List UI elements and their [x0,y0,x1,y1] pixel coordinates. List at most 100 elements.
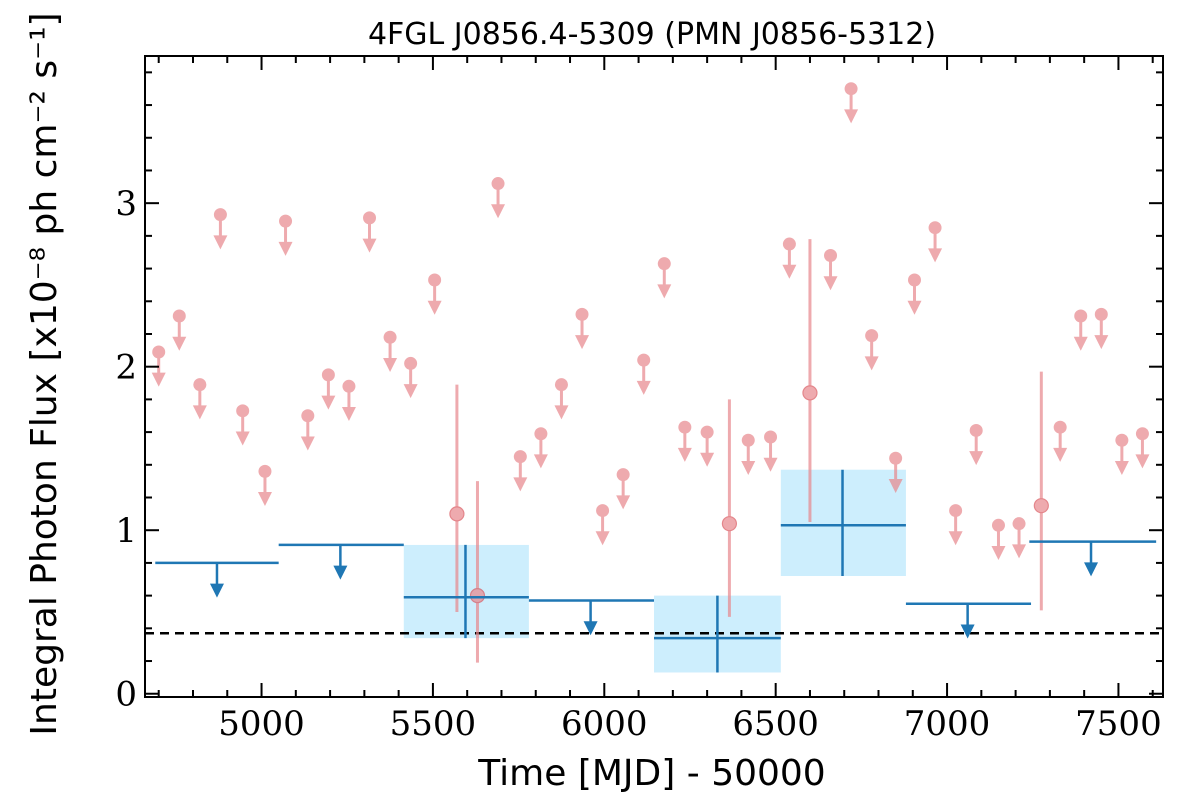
short-bin-point [554,378,568,392]
short-bin-point [1053,420,1067,434]
y-tick-label: 2 [115,348,137,388]
short-bin-point [741,433,755,447]
upper-limit-arrowhead [844,109,859,124]
upper-limit-arrowhead [513,477,528,492]
short-bin-point [782,237,796,251]
short-bin-detection [721,399,738,617]
upper-limit-arrowhead [257,492,272,507]
detection-point [721,516,738,532]
x-tick-label: 5000 [218,704,305,744]
upper-limit-arrowhead [595,531,610,546]
short-bin-upper-limit [575,307,590,350]
short-bin-upper-limit [864,329,879,371]
x-tick-label: 6000 [561,704,648,744]
upper-limit-arrowhead [657,284,672,299]
x-tick-label: 7000 [904,704,991,744]
short-bin-point [991,518,1005,532]
short-bin-point [657,257,671,271]
short-bin-point [1094,307,1108,321]
short-bin-point [236,404,250,418]
long-bin-arrowhead [960,624,975,639]
short-bin-upper-limit [278,214,293,256]
short-bin-upper-limit [844,82,859,124]
upper-limit-arrowhead [907,300,922,315]
short-bin-point [321,368,335,382]
short-bin-upper-limit [636,353,651,395]
short-bin-upper-limit [1012,517,1027,559]
short-bin-point [1012,517,1026,531]
short-bin-point [152,345,166,359]
short-bin-point [865,329,879,343]
upper-limit-arrowhead [235,431,250,446]
upper-limit-arrowhead [1135,454,1150,469]
x-axis-label: Time [MJD] - 50000 [477,753,825,794]
upper-limit-arrowhead [151,372,166,387]
long-bin-arrowhead [333,565,348,580]
upper-limit-arrowhead [575,335,590,350]
detection-point [449,506,465,522]
short-bin-upper-limit [1094,307,1109,350]
upper-limit-arrowhead [741,460,756,475]
upper-limit-arrowhead [928,248,943,263]
short-bin-upper-limit [383,330,398,372]
short-bin-upper-limit [595,504,610,546]
upper-limit-arrowhead [888,478,903,493]
upper-limit-arrowhead [864,356,879,371]
long-bin-detection [780,469,906,576]
short-bin-upper-limit [172,309,187,351]
short-bin-upper-limit [257,464,272,507]
upper-limit-arrowhead [321,395,336,410]
x-tick-label: 7500 [1075,704,1162,744]
short-bin-point [889,451,903,465]
short-bin-upper-limit [657,257,672,299]
short-bin-upper-limit [888,451,903,493]
short-bin-detection [802,239,818,523]
short-bin-point [764,430,778,444]
short-bin-point [383,330,397,344]
upper-limit-arrowhead [491,204,506,219]
y-tick-label: 0 [115,675,137,715]
long-bin-upper-limit [528,599,654,636]
short-bin-upper-limit [513,450,528,492]
long-bin-upper-limit [155,561,279,598]
short-bin-upper-limit [300,409,315,451]
short-bin-point [637,353,651,367]
short-bin-upper-limit [782,237,797,279]
short-bin-point [844,82,858,96]
x-tick-label: 5500 [390,704,477,744]
short-bin-upper-limit [362,211,377,253]
upper-limit-arrowhead [1094,335,1109,350]
short-bin-detection [449,384,465,612]
chart-title: 4FGL J0856.4-5309 (PMN J0856-5312) [368,17,936,52]
short-bin-upper-limit [213,208,228,250]
short-bin-point [213,208,227,222]
upper-limit-arrowhead [403,384,418,399]
short-bin-upper-limit [907,273,922,315]
upper-limit-arrowhead [616,495,631,510]
upper-limit-arrowhead [948,531,963,546]
short-bin-upper-limit [763,430,778,472]
upper-limit-arrowhead [823,276,838,291]
long-bin-arrowhead [209,583,224,598]
short-bin-point [1135,427,1149,441]
upper-limit-arrowhead [278,241,293,256]
x-tick-label: 6500 [732,704,819,744]
detection-point [802,385,818,401]
long-bin-detection [654,595,781,673]
short-bin-point [1115,433,1129,447]
short-bin-point [491,177,505,191]
upper-limit-arrowhead [636,380,651,395]
short-bin-point [363,211,377,225]
long-bin-arrowhead [583,621,598,636]
short-bin-detection [1033,371,1049,611]
upper-limit-arrowhead [192,405,207,420]
upper-limit-arrowhead [554,405,569,420]
short-bin-point [616,468,630,482]
upper-limit-arrowhead [300,436,315,451]
short-bin-point [700,425,714,439]
short-bin-upper-limit [928,221,943,263]
upper-limit-arrowhead [1073,336,1088,351]
long-bin-arrowhead [1084,562,1099,577]
detection-point [1033,498,1049,514]
